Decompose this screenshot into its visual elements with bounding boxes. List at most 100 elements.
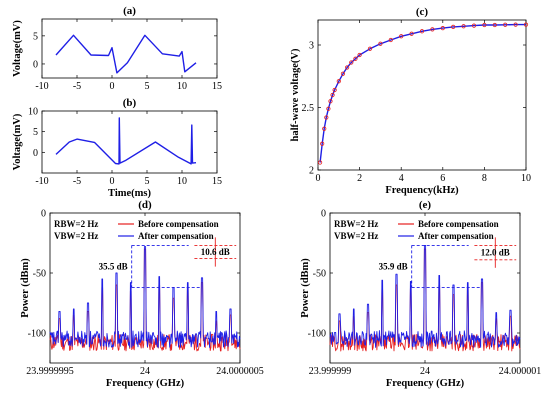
data-point: [367, 46, 373, 51]
x-tick-label: 0: [110, 81, 115, 92]
ann-big-label: 35.5 dB: [99, 261, 128, 271]
chart-title: (d): [138, 199, 152, 211]
data-point: [322, 126, 327, 131]
data-point: [340, 71, 346, 76]
x-tick-label: -5: [73, 176, 81, 187]
x-tick-label: -10: [35, 81, 48, 92]
data-point: [328, 99, 333, 104]
annotations: 35.9 dB 12.0 dB: [379, 237, 517, 288]
x-tick-label: 15: [212, 176, 222, 187]
x-tick-label: 8: [482, 173, 487, 184]
x-tick-label: 10: [177, 176, 187, 187]
y-tick-label: -100: [308, 329, 326, 340]
y-tick-label: 10: [28, 107, 38, 118]
legend-vbw: VBW=2 Hz: [334, 231, 378, 241]
y-tick-label: 0: [321, 209, 326, 220]
data-point: [378, 41, 383, 46]
annotations: 35.5 dB 10.6 dB: [99, 237, 237, 288]
chart-title: (b): [123, 97, 137, 109]
x-axis-label: Frequency (GHz): [106, 378, 185, 389]
y-tick-label: -50: [313, 269, 326, 280]
ann-big-label: 35.9 dB: [379, 261, 408, 271]
data-point: [388, 37, 393, 43]
before-trace: [49, 248, 241, 352]
data-point: [461, 24, 466, 29]
chart-e: 23.999999 24 24.000001 -100 -50 0 (e) Frequency…: [300, 199, 541, 389]
legend-before: Before compensation: [138, 219, 219, 229]
legend-rbw: RBW=2 Hz: [54, 219, 98, 229]
legend-rbw: RBW=2 Hz: [334, 219, 378, 229]
x-tick-label: 5: [145, 81, 150, 92]
data-point: [345, 65, 350, 70]
legend-after: After compensation: [418, 231, 494, 241]
chart-a: -10 -5 0 5 10 15 0 5 (a) Voltage(mV): [12, 5, 222, 92]
legend-after: After compensation: [138, 231, 214, 241]
data-point: [399, 34, 404, 39]
x-tick-label: -5: [73, 81, 81, 92]
series-line: [319, 23, 526, 163]
data-point: [409, 31, 414, 36]
y-tick-label: 0: [33, 148, 38, 159]
after-trace: [49, 246, 241, 348]
legend-vbw: VBW=2 Hz: [54, 231, 98, 241]
data-point: [320, 141, 325, 146]
x-tick-label: 4: [399, 173, 404, 184]
y-axis-label: Power (dBm): [300, 258, 311, 318]
x-axis-label: Frequency(kHz): [385, 185, 459, 196]
x-tick-label: 24: [140, 366, 150, 377]
data-point: [482, 22, 487, 28]
data-point: [451, 24, 456, 29]
y-axis-label: Power (dBm): [20, 258, 31, 318]
data-point: [324, 115, 329, 120]
data-point: [332, 87, 337, 93]
x-tick-label: 10: [521, 173, 531, 184]
x-tick-label: 0: [316, 173, 321, 184]
series-line: [55, 34, 197, 74]
y-axis-label: half-wave voltage(V): [290, 48, 301, 142]
x-tick-label: 24: [420, 366, 430, 377]
plot-frame: [317, 19, 527, 171]
data-point: [349, 60, 354, 65]
data-point: [503, 22, 508, 27]
ann-small-label: 10.6 dB: [201, 247, 230, 257]
data-point: [357, 52, 362, 58]
y-tick-label: -50: [33, 269, 46, 280]
after-trace: [329, 244, 521, 348]
x-axis-label: Frequency (GHz): [386, 378, 465, 389]
data-point: [523, 22, 529, 27]
x-tick-label: 15: [212, 81, 222, 92]
x-tick-label: 6: [440, 173, 445, 184]
y-axis-label: Voltage(mV): [12, 113, 23, 170]
data-point: [326, 106, 331, 111]
legend-before: Before compensation: [418, 219, 499, 229]
y-tick-label: 0: [33, 59, 38, 70]
y-tick-label: 5: [33, 31, 38, 42]
data-point: [317, 160, 323, 165]
y-axis-label: Voltage(mV): [12, 20, 23, 77]
chart-title: (e): [419, 199, 432, 211]
data-point: [430, 27, 435, 32]
data-point: [471, 23, 477, 28]
ann-small-label: 12.0 dB: [481, 248, 510, 258]
data-point: [353, 56, 358, 61]
x-tick-label: 10: [177, 81, 187, 92]
plot-frame: [41, 110, 218, 174]
chart-title: (a): [123, 5, 136, 17]
x-tick-label: 5: [145, 176, 150, 187]
x-tick-label: 24.000001: [499, 366, 542, 377]
x-axis-label: Time(ms): [108, 188, 151, 199]
y-tick-label: 2.5: [302, 103, 315, 114]
x-tick-label: -10: [35, 176, 48, 187]
plot-frame: [41, 18, 218, 79]
data-point: [513, 22, 518, 27]
x-tick-label: 24.0000005: [216, 366, 264, 377]
x-tick-label: 0: [110, 176, 115, 187]
data-point: [419, 29, 425, 34]
legend: RBW=2 Hz VBW=2 Hz Before compensation After…: [54, 219, 219, 241]
chart-title: (c): [416, 6, 429, 18]
y-tick-label: 5: [33, 127, 38, 138]
x-tick-label: 23.999999: [309, 366, 352, 377]
legend: RBW=2 Hz VBW=2 Hz Before compensation After…: [334, 219, 499, 241]
y-tick-label: -100: [28, 329, 46, 340]
